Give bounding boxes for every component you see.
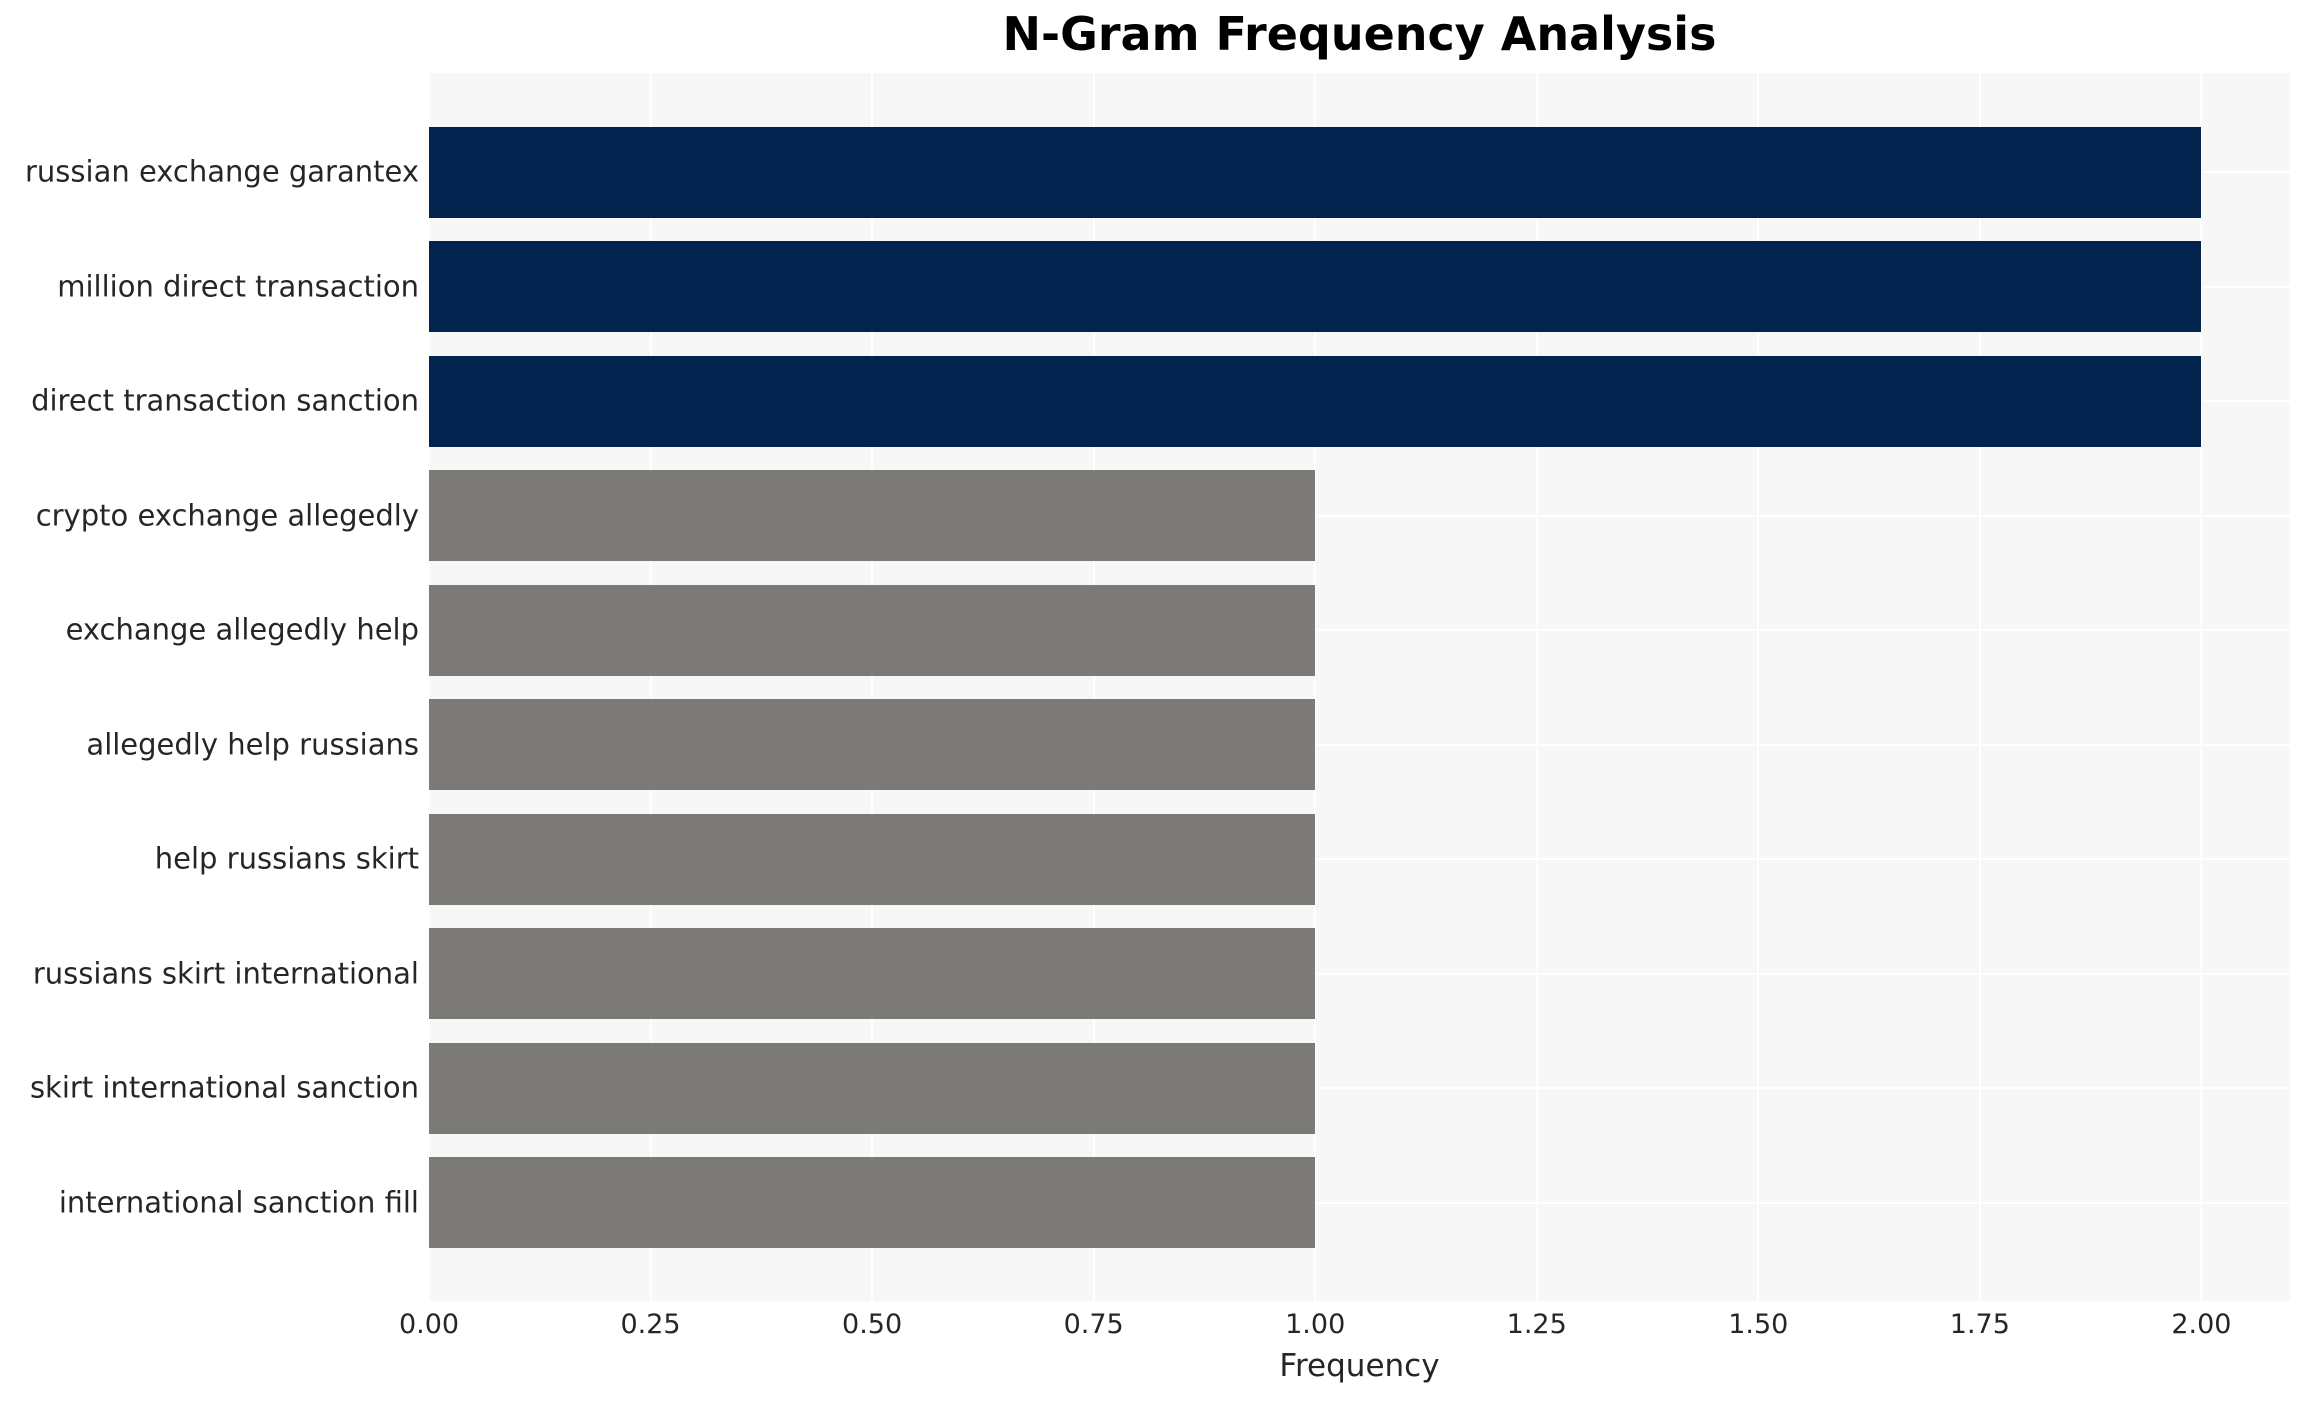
gridline-horizontal bbox=[429, 972, 2290, 975]
gridline-horizontal bbox=[429, 1087, 2290, 1090]
bar bbox=[429, 928, 1316, 1020]
y-tick-label: crypto exchange allegedly bbox=[35, 498, 419, 533]
gridline-horizontal bbox=[429, 1201, 2290, 1204]
y-tick-label: direct transaction sanction bbox=[31, 383, 419, 418]
bar bbox=[429, 1042, 1316, 1134]
y-tick-label: allegedly help russians bbox=[86, 727, 419, 762]
bar bbox=[429, 241, 2202, 333]
bar bbox=[429, 699, 1316, 791]
gridline-vertical bbox=[428, 73, 430, 1301]
y-axis-labels: russian exchange garantex million direct … bbox=[0, 73, 419, 1301]
x-axis-ticks: 0.00 0.25 0.50 0.75 1.00 1.25 1.50 1.75 2.00 bbox=[399, 1301, 2290, 1341]
gridline-vertical bbox=[1535, 73, 1538, 1301]
x-tick-label: 2.00 bbox=[2171, 1309, 2232, 1340]
bar bbox=[429, 126, 2202, 218]
x-tick-label: 1.75 bbox=[1949, 1309, 2010, 1340]
x-tick-label: 0.00 bbox=[398, 1309, 460, 1340]
bar bbox=[429, 355, 2202, 447]
bar bbox=[429, 470, 1316, 562]
y-tick-label: skirt international sanction bbox=[29, 1070, 419, 1105]
gridline-horizontal bbox=[429, 514, 2290, 517]
y-tick-label: exchange allegedly help bbox=[65, 612, 419, 647]
x-axis-title: Frequency bbox=[1279, 1348, 1440, 1384]
y-tick-label: russian exchange garantex bbox=[25, 154, 419, 189]
y-tick-label: help russians skirt bbox=[154, 841, 419, 876]
x-tick-label: 0.25 bbox=[620, 1309, 681, 1340]
x-tick-label: 1.00 bbox=[1285, 1309, 1346, 1340]
gridline-vertical bbox=[2200, 73, 2203, 1301]
bar bbox=[429, 584, 1316, 676]
y-tick-label: international sanction fill bbox=[58, 1185, 419, 1220]
x-tick-label: 1.25 bbox=[1506, 1309, 1567, 1340]
gridline-vertical bbox=[1978, 73, 1981, 1301]
gridline-horizontal bbox=[429, 743, 2290, 746]
x-tick-label: 0.75 bbox=[1063, 1309, 1124, 1340]
bar bbox=[429, 813, 1316, 905]
gridline-horizontal bbox=[429, 629, 2290, 632]
gridline-horizontal bbox=[429, 858, 2290, 861]
y-tick-label: million direct transaction bbox=[57, 269, 419, 304]
gridline-vertical bbox=[649, 73, 652, 1301]
gridline-vertical bbox=[1092, 73, 1095, 1301]
gridline-vertical bbox=[1314, 73, 1317, 1301]
plot-area bbox=[428, 73, 2290, 1301]
x-tick-label: 0.50 bbox=[842, 1309, 903, 1340]
gridline-vertical bbox=[871, 73, 874, 1301]
x-tick-label: 1.50 bbox=[1728, 1309, 1789, 1340]
y-tick-label: russians skirt international bbox=[32, 956, 419, 991]
chart-title: N-Gram Frequency Analysis bbox=[1002, 7, 1717, 61]
gridline-vertical bbox=[1757, 73, 1760, 1301]
bar bbox=[429, 1157, 1316, 1249]
